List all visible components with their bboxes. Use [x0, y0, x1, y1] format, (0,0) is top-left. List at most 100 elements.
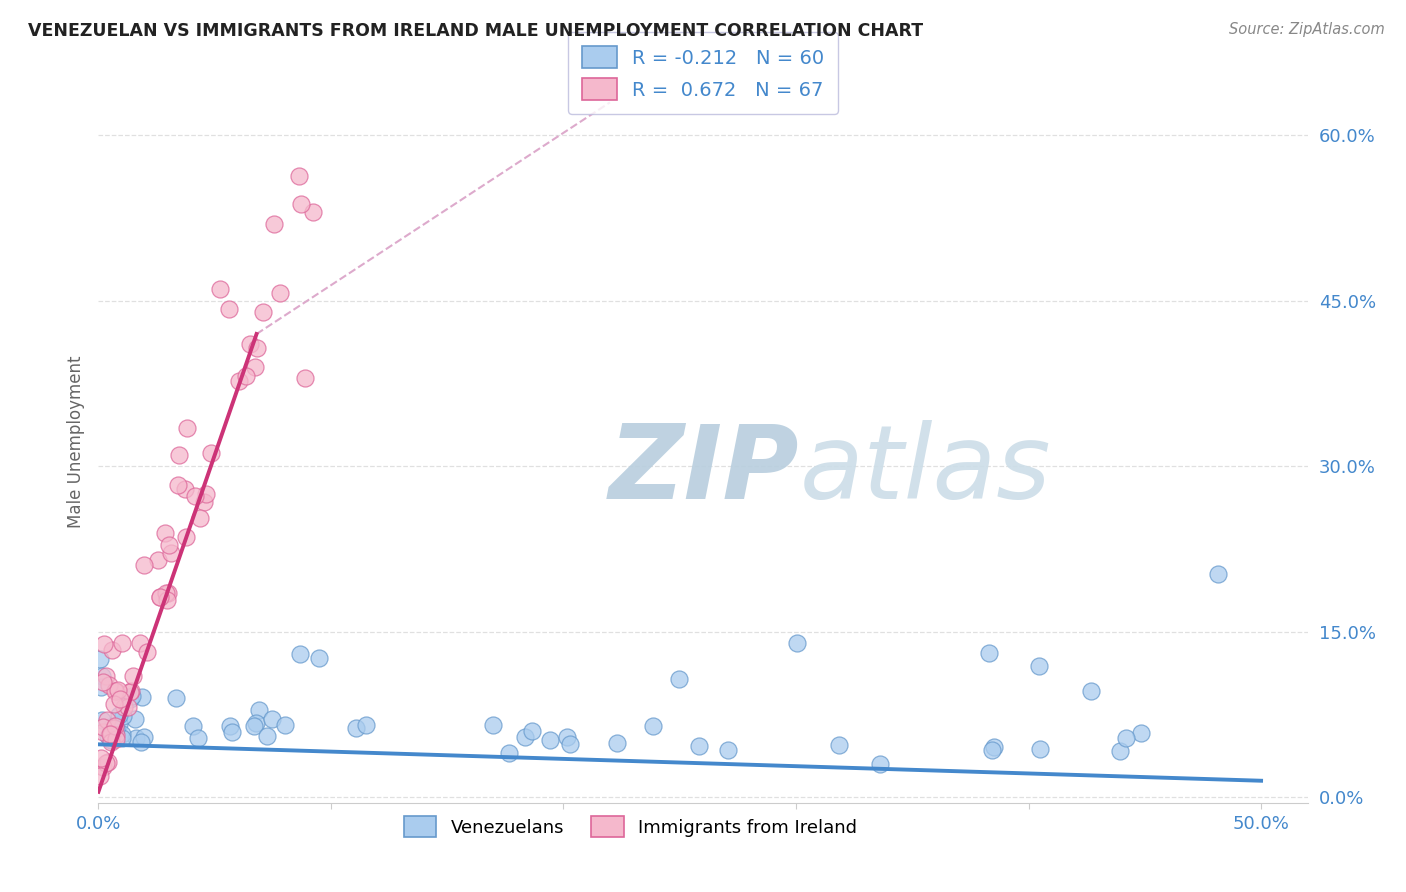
Point — [515, 730, 537, 744]
Point — [290, 647, 312, 661]
Point — [131, 690, 153, 704]
Point — [256, 729, 278, 743]
Point — [193, 495, 215, 509]
Point — [117, 700, 139, 714]
Point — [97, 678, 120, 692]
Point — [263, 217, 285, 231]
Point — [498, 746, 520, 760]
Point — [218, 302, 240, 317]
Point — [105, 683, 128, 698]
Point — [155, 586, 177, 600]
Point — [100, 734, 122, 748]
Text: Source: ZipAtlas.com: Source: ZipAtlas.com — [1229, 22, 1385, 37]
Point — [294, 371, 316, 385]
Point — [156, 592, 179, 607]
Point — [247, 703, 270, 717]
Point — [354, 718, 377, 732]
Point — [522, 724, 544, 739]
Point — [239, 337, 262, 351]
Point — [91, 724, 114, 739]
Point — [104, 719, 127, 733]
Point — [121, 689, 143, 703]
Point — [121, 668, 143, 682]
Text: atlas: atlas — [800, 420, 1052, 520]
Point — [1028, 658, 1050, 673]
Point — [105, 722, 128, 736]
Point — [112, 699, 135, 714]
Point — [174, 482, 197, 496]
Point — [983, 740, 1005, 755]
Point — [1206, 566, 1229, 581]
Point — [155, 525, 177, 540]
Point — [181, 719, 204, 733]
Point — [149, 590, 172, 604]
Point — [243, 359, 266, 374]
Point — [96, 756, 118, 770]
Point — [97, 755, 120, 769]
Point — [103, 721, 125, 735]
Point — [167, 448, 190, 462]
Point — [103, 698, 125, 712]
Point — [176, 420, 198, 434]
Point — [104, 732, 127, 747]
Point — [91, 760, 114, 774]
Point — [981, 743, 1004, 757]
Point — [135, 645, 157, 659]
Point — [688, 739, 710, 753]
Point — [184, 489, 207, 503]
Point — [98, 727, 121, 741]
Point — [91, 675, 114, 690]
Point — [125, 731, 148, 745]
Point — [269, 285, 291, 300]
Point — [159, 546, 181, 560]
Point — [148, 553, 170, 567]
Point — [977, 646, 1000, 660]
Point — [105, 728, 128, 742]
Point — [219, 719, 242, 733]
Point — [252, 305, 274, 319]
Point — [132, 558, 155, 572]
Point — [641, 719, 664, 733]
Y-axis label: Male Unemployment: Male Unemployment — [66, 355, 84, 528]
Point — [558, 737, 581, 751]
Point — [89, 652, 111, 666]
Point — [93, 720, 115, 734]
Point — [157, 538, 180, 552]
Point — [90, 750, 112, 764]
Point — [94, 669, 117, 683]
Point — [228, 374, 250, 388]
Point — [1108, 743, 1130, 757]
Point — [111, 636, 134, 650]
Point — [290, 197, 312, 211]
Point — [108, 717, 131, 731]
Point — [288, 169, 311, 183]
Point — [108, 708, 131, 723]
Point — [91, 713, 114, 727]
Point — [869, 757, 891, 772]
Point — [124, 712, 146, 726]
Point — [273, 718, 295, 732]
Point — [187, 731, 209, 745]
Point — [90, 681, 112, 695]
Point — [242, 719, 264, 733]
Point — [157, 586, 180, 600]
Point — [302, 205, 325, 219]
Point — [200, 446, 222, 460]
Point — [176, 530, 198, 544]
Point — [108, 692, 131, 706]
Point — [96, 713, 118, 727]
Point — [103, 683, 125, 698]
Point — [245, 715, 267, 730]
Point — [90, 669, 112, 683]
Point — [112, 709, 135, 723]
Point — [100, 732, 122, 747]
Point — [120, 683, 142, 698]
Point — [482, 718, 505, 732]
Point — [1080, 683, 1102, 698]
Point — [129, 735, 152, 749]
Point — [235, 368, 257, 383]
Point — [101, 719, 124, 733]
Point — [717, 743, 740, 757]
Point — [1029, 741, 1052, 756]
Point — [89, 769, 111, 783]
